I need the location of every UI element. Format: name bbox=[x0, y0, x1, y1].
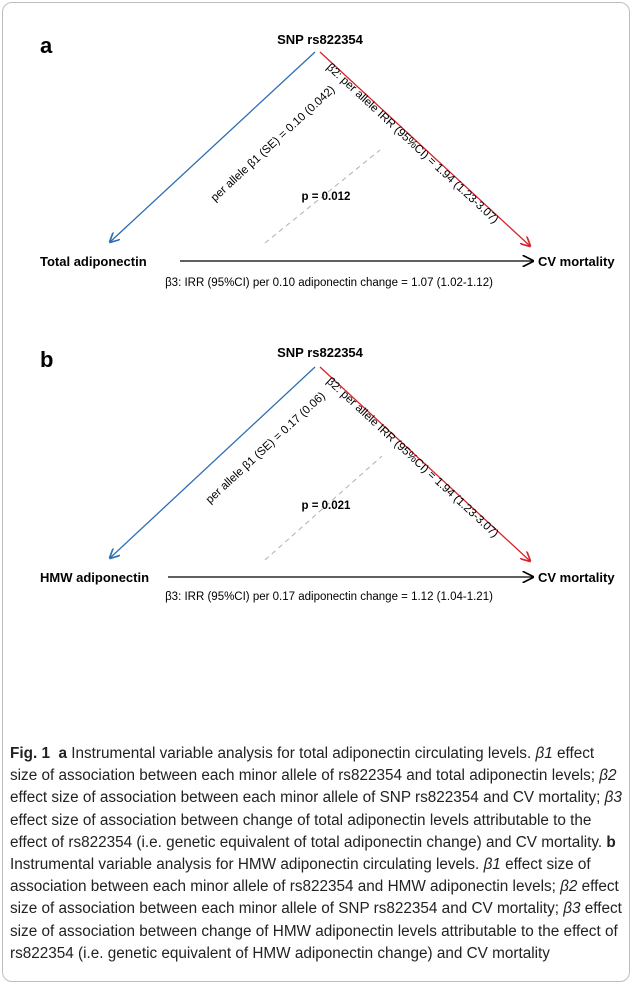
panel-a: a SNP rs822354 Total adiponectin CV mort… bbox=[0, 20, 634, 340]
beta3-label: β3: IRR (95%CI) per 0.17 adiponectin cha… bbox=[165, 591, 493, 603]
caption-a-beta2-symbol: β2 bbox=[599, 767, 617, 785]
p-value-label: p = 0.021 bbox=[302, 500, 352, 512]
beta2-arrow bbox=[319, 366, 530, 561]
beta1-arrow bbox=[110, 51, 316, 242]
caption-a-beta2-text: effect size of association between each … bbox=[10, 789, 601, 807]
panel-letter: a bbox=[40, 33, 53, 58]
caption-b-beta3-symbol: β3 bbox=[563, 900, 581, 918]
caption-a-beta3-text: effect size of association between chang… bbox=[10, 811, 603, 851]
exposure-node: HMW adiponectin bbox=[40, 570, 149, 585]
caption-b-beta1-text: effect size of association between each … bbox=[10, 856, 591, 896]
caption-b-beta2-text: effect size of association between each … bbox=[10, 878, 619, 918]
beta2-label: β2: per allele IRR (95%CI) = 1.94 (1.23-… bbox=[324, 375, 501, 540]
beta1-label: per allele β1 (SE) = 0.10 (0.042) bbox=[209, 84, 338, 204]
caption-fig-label: Fig. 1 bbox=[10, 745, 50, 762]
panel-b: b SNP rs822354 HMW adiponectin CV mortal… bbox=[0, 332, 634, 652]
caption-panel-a-label: a bbox=[58, 745, 67, 762]
caption-a-intro: Instrumental variable analysis for total… bbox=[71, 745, 532, 762]
caption-b-intro: Instrumental variable analysis for HMW a… bbox=[10, 856, 480, 874]
caption-b-beta1-symbol: β1 bbox=[483, 856, 501, 874]
outcome-node: CV mortality bbox=[538, 570, 615, 585]
panel-letter: b bbox=[40, 347, 53, 372]
beta1-arrow bbox=[110, 366, 316, 558]
caption-a-beta1-text: effect size of association between each … bbox=[10, 745, 596, 785]
p-value-label: p = 0.012 bbox=[302, 191, 351, 203]
caption-a-beta3-symbol: β3 bbox=[604, 789, 622, 807]
beta2-arrow bbox=[319, 51, 530, 246]
dashed-iv-line bbox=[264, 149, 381, 244]
beta1-label: per allele β1 (SE) = 0.17 (0.06) bbox=[204, 390, 328, 506]
snp-node: SNP rs822354 bbox=[277, 32, 364, 47]
figure-caption: Fig. 1 a Instrumental variable analysis … bbox=[10, 743, 622, 965]
caption-b-beta3-text: effect size of association between chang… bbox=[10, 900, 622, 962]
caption-panel-b-label: b bbox=[606, 833, 616, 851]
caption-a-beta1-symbol: β1 bbox=[535, 745, 553, 762]
exposure-node: Total adiponectin bbox=[40, 254, 147, 269]
beta3-label: β3: IRR (95%CI) per 0.10 adiponectin cha… bbox=[165, 277, 493, 289]
outcome-node: CV mortality bbox=[538, 254, 615, 269]
snp-node: SNP rs822354 bbox=[277, 345, 364, 360]
dashed-iv-line bbox=[264, 455, 383, 561]
caption-b-beta2-symbol: β2 bbox=[560, 878, 578, 896]
